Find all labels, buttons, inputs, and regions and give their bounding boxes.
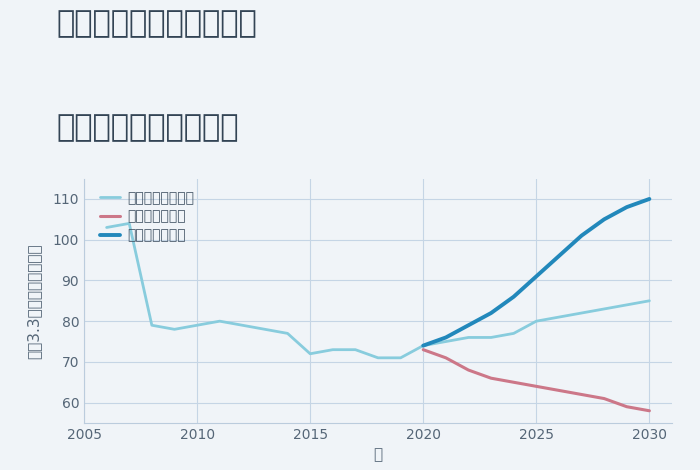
ノーマルシナリオ [600, 306, 608, 312]
バッドシナリオ [600, 396, 608, 401]
グッドシナリオ [464, 322, 473, 328]
バッドシナリオ [510, 379, 518, 385]
Line: ノーマルシナリオ: ノーマルシナリオ [106, 223, 650, 358]
ノーマルシナリオ [419, 343, 428, 348]
Text: 三重県津市安濃町清水の: 三重県津市安濃町清水の [56, 9, 257, 39]
ノーマルシナリオ [125, 220, 134, 226]
ノーマルシナリオ [442, 339, 450, 345]
グッドシナリオ [419, 343, 428, 348]
グッドシナリオ [487, 310, 496, 316]
グッドシナリオ [554, 253, 563, 259]
ノーマルシナリオ [396, 355, 405, 360]
ノーマルシナリオ [510, 330, 518, 336]
グッドシナリオ [600, 217, 608, 222]
ノーマルシナリオ [374, 355, 382, 360]
ノーマルシナリオ [328, 347, 337, 352]
ノーマルシナリオ [351, 347, 360, 352]
バッドシナリオ [442, 355, 450, 360]
グッドシナリオ [578, 233, 586, 238]
バッドシナリオ [622, 404, 631, 409]
ノーマルシナリオ [170, 327, 178, 332]
ノーマルシナリオ [238, 322, 246, 328]
バッドシナリオ [554, 388, 563, 393]
Y-axis label: 坪（3.3㎡）単価（万円）: 坪（3.3㎡）単価（万円） [27, 243, 41, 359]
グッドシナリオ [622, 204, 631, 210]
X-axis label: 年: 年 [373, 447, 383, 462]
ノーマルシナリオ [622, 302, 631, 308]
バッドシナリオ [464, 367, 473, 373]
ノーマルシナリオ [487, 335, 496, 340]
ノーマルシナリオ [102, 225, 111, 230]
グッドシナリオ [532, 274, 540, 279]
ノーマルシナリオ [554, 314, 563, 320]
Line: バッドシナリオ: バッドシナリオ [424, 350, 650, 411]
ノーマルシナリオ [148, 322, 156, 328]
ノーマルシナリオ [578, 310, 586, 316]
Text: 中古戸建ての価格推移: 中古戸建ての価格推移 [56, 113, 239, 142]
グッドシナリオ [442, 335, 450, 340]
Line: グッドシナリオ: グッドシナリオ [424, 199, 650, 345]
ノーマルシナリオ [464, 335, 473, 340]
グッドシナリオ [645, 196, 654, 202]
ノーマルシナリオ [216, 318, 224, 324]
バッドシナリオ [419, 347, 428, 352]
バッドシナリオ [487, 376, 496, 381]
バッドシナリオ [532, 384, 540, 389]
ノーマルシナリオ [193, 322, 202, 328]
ノーマルシナリオ [260, 327, 269, 332]
ノーマルシナリオ [306, 351, 314, 357]
ノーマルシナリオ [284, 330, 292, 336]
グッドシナリオ [510, 294, 518, 299]
バッドシナリオ [645, 408, 654, 414]
Legend: ノーマルシナリオ, バッドシナリオ, グッドシナリオ: ノーマルシナリオ, バッドシナリオ, グッドシナリオ [97, 188, 197, 245]
ノーマルシナリオ [645, 298, 654, 304]
バッドシナリオ [578, 392, 586, 397]
ノーマルシナリオ [532, 318, 540, 324]
